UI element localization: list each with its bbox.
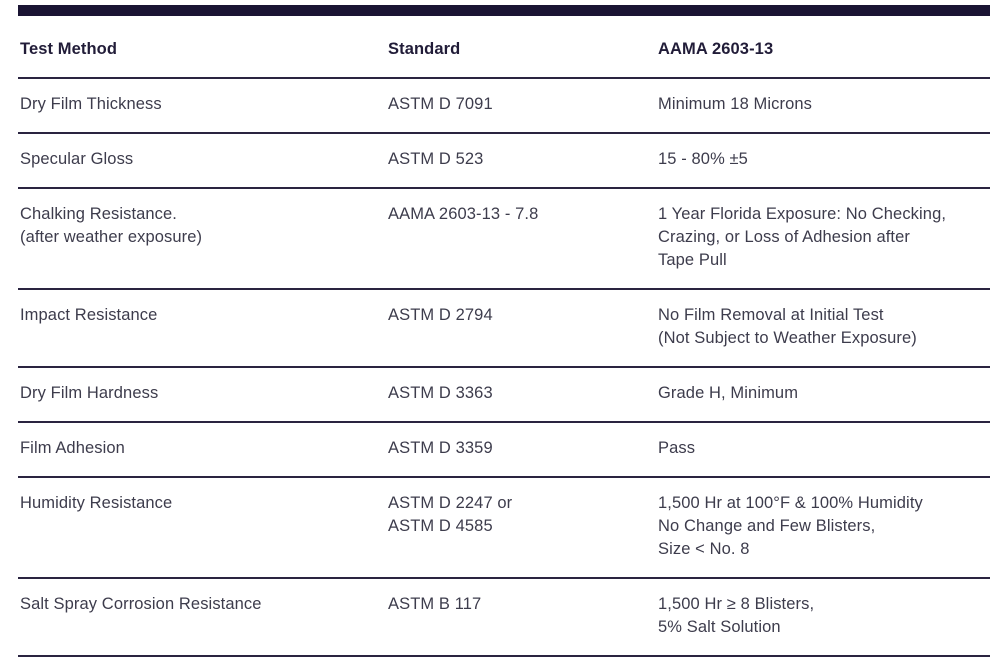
table-row: Salt Spray Corrosion Resistance ASTM B 1…: [18, 579, 990, 657]
table-row: Impact Resistance ASTM D 2794 No Film Re…: [18, 290, 990, 368]
cell-standard: ASTM D 3363: [388, 384, 493, 402]
cell-requirement: 1,500 Hr ≥ 8 Blisters, 5% Salt Solution: [658, 595, 815, 636]
cell-standard: ASTM D 2247 or ASTM D 4585: [388, 494, 513, 535]
cell-requirement: 15 - 80% ±5: [658, 150, 748, 168]
cell-requirement: 1,500 Hr at 100°F & 100% Humidity No Cha…: [658, 494, 923, 558]
cell-standard: ASTM B 117: [388, 595, 482, 613]
cell-test-method: Specular Gloss: [20, 150, 134, 168]
table-row: Specular Gloss ASTM D 523 15 - 80% ±5: [18, 134, 990, 189]
table-row: Dry Film Thickness ASTM D 7091 Minimum 1…: [18, 79, 990, 134]
cell-standard: ASTM D 523: [388, 150, 484, 168]
table-row: Chalking Resistance. (after weather expo…: [18, 189, 990, 290]
cell-test-method: Dry Film Hardness: [20, 384, 159, 402]
table-row: Humidity Resistance ASTM D 2247 or ASTM …: [18, 478, 990, 579]
cell-standard: ASTM D 2794: [388, 306, 493, 324]
test-methods-table: Test Method Standard AAMA 2603-13 Dry Fi…: [18, 16, 990, 657]
table-row: Film Adhesion ASTM D 3359 Pass: [18, 423, 990, 478]
column-header-aama-2603-13: AAMA 2603-13: [658, 40, 774, 58]
cell-requirement: No Film Removal at Initial Test (Not Sub…: [658, 306, 917, 347]
cell-test-method: Film Adhesion: [20, 439, 125, 457]
cell-requirement: Minimum 18 Microns: [658, 95, 812, 113]
column-header-test-method: Test Method: [20, 40, 118, 58]
table-header-row: Test Method Standard AAMA 2603-13: [18, 16, 990, 79]
cell-standard: AAMA 2603-13 - 7.8: [388, 205, 539, 223]
cell-standard: ASTM D 7091: [388, 95, 493, 113]
cell-standard: ASTM D 3359: [388, 439, 493, 457]
cell-requirement: Pass: [658, 439, 696, 457]
cell-test-method: Salt Spray Corrosion Resistance: [20, 595, 262, 613]
cell-test-method: Impact Resistance: [20, 306, 158, 324]
cell-test-method: Chalking Resistance. (after weather expo…: [20, 205, 203, 246]
column-header-standard: Standard: [388, 40, 461, 58]
cell-test-method: Dry Film Thickness: [20, 95, 162, 113]
cell-requirement: Grade H, Minimum: [658, 384, 799, 402]
cell-requirement: 1 Year Florida Exposure: No Checking, Cr…: [658, 205, 947, 269]
top-accent-bar: [18, 5, 990, 16]
table-row: Dry Film Hardness ASTM D 3363 Grade H, M…: [18, 368, 990, 423]
cell-test-method: Humidity Resistance: [20, 494, 173, 512]
